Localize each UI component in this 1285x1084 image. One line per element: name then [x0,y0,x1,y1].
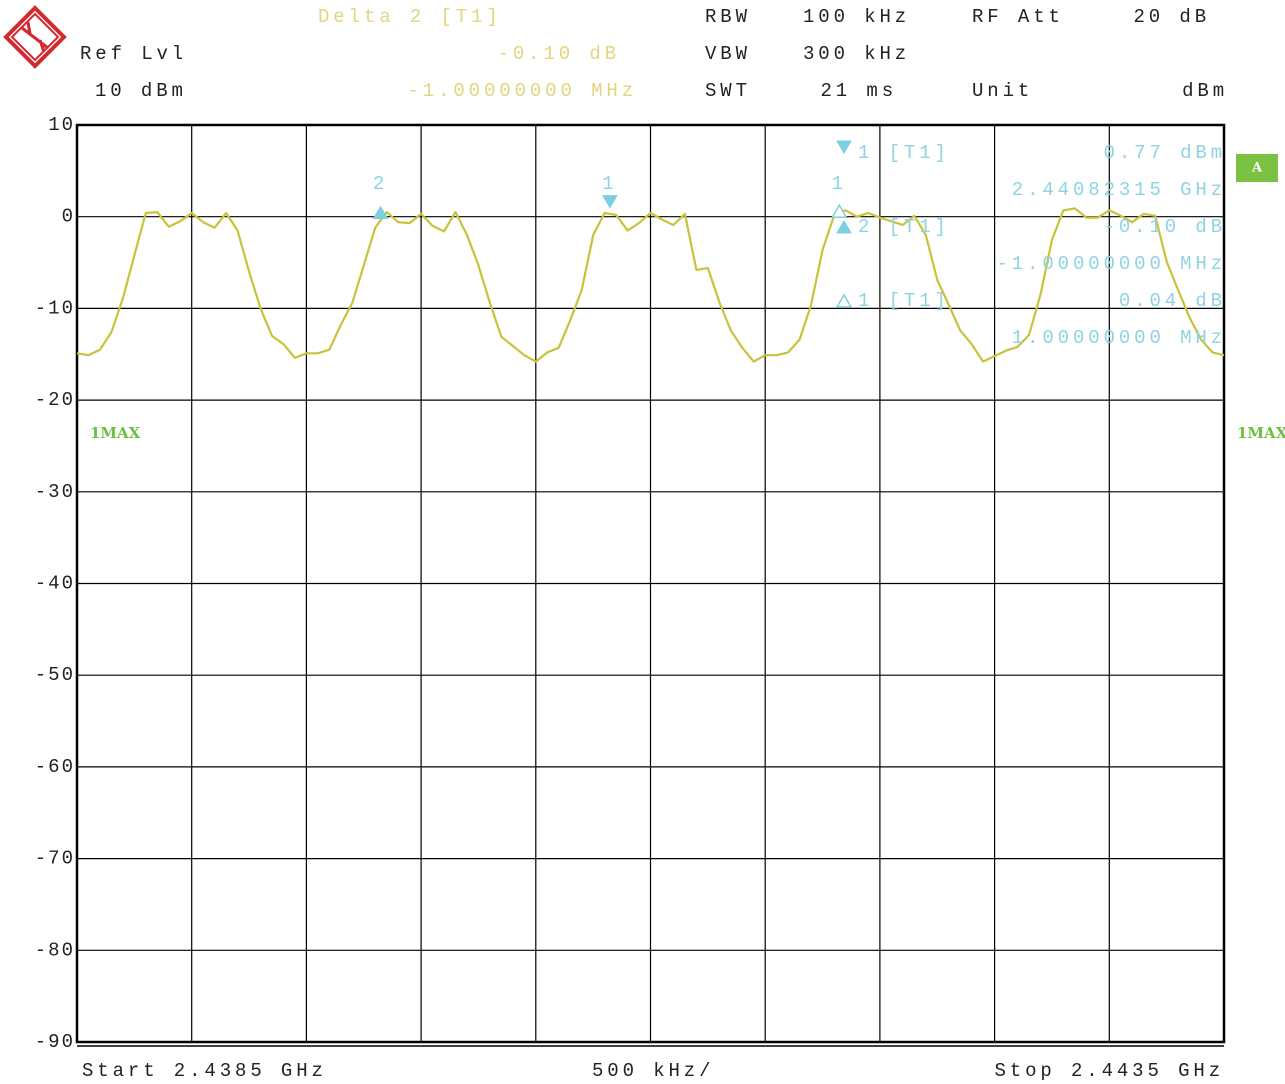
marker [831,203,848,219]
marker-label: 1 [602,173,617,195]
marker-symbol [835,293,853,308]
y-tick-label: 10 [48,114,75,136]
marker [602,195,618,209]
ref-level-value: 10 dBm [95,80,187,102]
marker-position: 2.44082315 GHz [1012,179,1226,201]
y-tick-label: -80 [35,939,75,961]
active-marker-name: Delta 2 [T1] [318,6,502,28]
setting-label: Unit [972,80,1033,102]
y-tick-label: -60 [35,756,75,778]
setting-value: 300 kHz [803,43,910,65]
plot-frame [75,123,1226,1044]
marker-label: 1 [832,173,847,195]
marker-level: 0.77 dBm [1104,142,1226,164]
marker-name: 2 [T1] [858,216,950,238]
marker-level: 0.04 dB [1119,290,1226,312]
y-tick-label: -20 [35,389,75,411]
setting-label: RF Att [972,6,1064,28]
y-tick-label: -50 [35,664,75,686]
setting-value: 100 kHz [803,6,910,28]
y-tick-label: -70 [35,848,75,870]
setting-label: SWT [705,80,751,102]
y-tick-label: -40 [35,573,75,595]
active-marker-offset: -1.00000000 MHz [407,80,637,102]
active-marker-level: -0.10 dB [498,43,620,65]
screen-label: A [1251,161,1263,176]
trace-label: 1MAX [90,424,141,442]
marker-symbol [836,220,852,234]
y-tick-label: 0 [62,206,75,228]
marker-name: 1 [T1] [858,290,950,312]
setting-value: dBm [1182,80,1228,102]
y-tick-label: -30 [35,481,75,503]
marker-position: 1.00000000 MHz [1012,327,1226,349]
logo [3,5,67,69]
marker-name: 1 [T1] [858,142,950,164]
trace-label-right: 1MAX [1237,424,1285,442]
logo-mark [21,21,49,53]
setting-value: 21 ms [820,80,897,102]
screen-badge [1236,154,1278,182]
span-label: 500 kHz/ [592,1060,714,1082]
marker-position: -1.00000000 MHz [996,253,1226,275]
setting-label: RBW [705,6,751,28]
ref-level-label: Ref Lvl [80,43,187,65]
setting-value: 20 dB [1133,6,1210,28]
y-tick-label: -10 [35,297,75,319]
trace [76,207,1225,363]
marker-level: -0.10 dB [1104,216,1226,238]
marker [372,205,389,220]
setting-label: VBW [705,43,751,65]
y-tick-label: -90 [35,1031,75,1053]
stop-label: Stop 2.4435 GHz [994,1060,1224,1082]
marker-label: 2 [373,173,388,195]
marker-symbol [836,140,852,154]
start-label: Start 2.4385 GHz [82,1060,327,1082]
logo-inner [10,12,60,62]
